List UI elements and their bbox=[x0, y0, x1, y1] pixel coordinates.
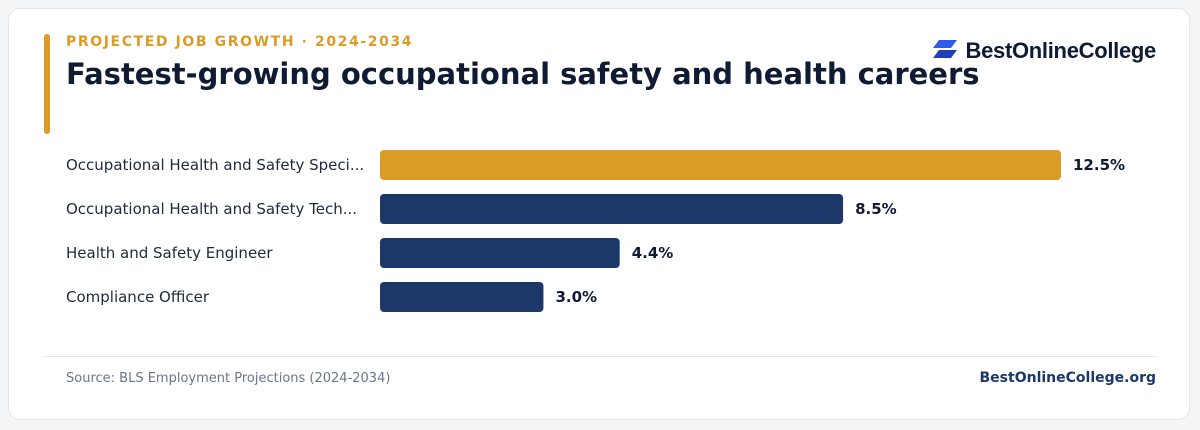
category-label: Health and Safety Engineer bbox=[66, 244, 273, 262]
bar bbox=[380, 238, 620, 268]
bar-group: Health and Safety Engineer 4.4% bbox=[66, 238, 673, 268]
parallelogram-stack-icon bbox=[932, 39, 958, 63]
value-label: 4.4% bbox=[632, 244, 674, 262]
value-label: 12.5% bbox=[1073, 156, 1125, 174]
bar bbox=[380, 150, 1061, 180]
brand-name: BestOnlineCollege bbox=[965, 38, 1157, 63]
bar-group: Occupational Health and Safety Tech... 8.… bbox=[66, 194, 897, 224]
bar-group: Occupational Health and Safety Speci... 1… bbox=[66, 150, 1125, 180]
chart-card: PROJECTED JOB GROWTH · 2024-2034 Fastest… bbox=[8, 8, 1190, 420]
value-label: 8.5% bbox=[855, 200, 897, 218]
accent-bar bbox=[44, 34, 50, 134]
bar bbox=[380, 282, 544, 312]
category-label: Compliance Officer bbox=[66, 288, 210, 306]
chart-title: Fastest-growing occupational safety and … bbox=[66, 57, 980, 91]
footer-divider bbox=[44, 356, 1156, 357]
eyebrow-label: PROJECTED JOB GROWTH · 2024-2034 bbox=[66, 34, 414, 50]
bar bbox=[380, 194, 844, 224]
source-note: Source: BLS Employment Projections (2024… bbox=[66, 371, 391, 386]
value-label: 3.0% bbox=[555, 288, 597, 306]
bar-group: Compliance Officer 3.0% bbox=[66, 282, 597, 312]
bar-chart: Occupational Health and Safety Speci... 1… bbox=[66, 150, 1125, 312]
category-label: Occupational Health and Safety Tech... bbox=[66, 200, 357, 218]
brand-logo[interactable]: BestOnlineCollege bbox=[932, 38, 1157, 64]
category-label: Occupational Health and Safety Speci... bbox=[66, 156, 364, 174]
footer-site-link[interactable]: BestOnlineCollege.org bbox=[979, 370, 1156, 386]
